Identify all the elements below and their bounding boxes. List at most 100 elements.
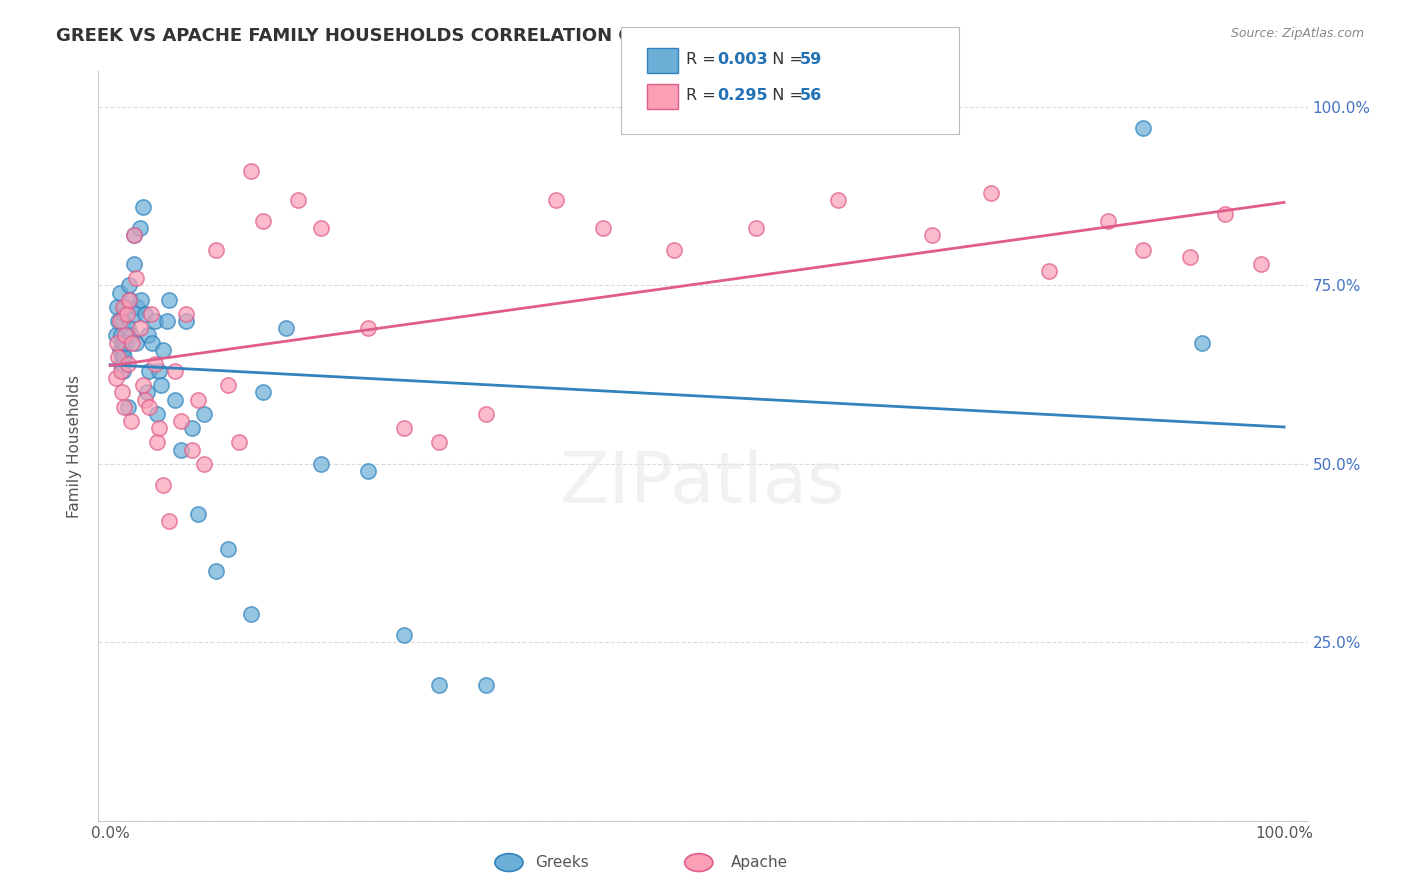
Point — [107, 314, 129, 328]
Point — [745, 221, 768, 235]
Point — [120, 328, 142, 343]
Point — [110, 364, 132, 378]
Point — [120, 414, 142, 428]
Point — [217, 378, 239, 392]
Point — [105, 328, 128, 343]
Point — [392, 421, 415, 435]
Point — [157, 514, 180, 528]
Point — [108, 314, 131, 328]
Point — [187, 392, 209, 407]
Point — [169, 414, 191, 428]
Point — [193, 457, 215, 471]
Point — [921, 228, 943, 243]
Point — [134, 392, 156, 407]
Point — [143, 314, 166, 328]
Point — [163, 392, 186, 407]
Point — [129, 293, 152, 307]
Point — [135, 385, 157, 400]
Point — [149, 378, 172, 392]
Point — [148, 421, 170, 435]
Point — [120, 293, 142, 307]
Point — [311, 221, 333, 235]
Point — [827, 193, 849, 207]
Text: N =: N = — [762, 88, 808, 103]
Point — [114, 300, 136, 314]
Point — [427, 435, 450, 450]
Point — [427, 678, 450, 692]
Point — [118, 293, 141, 307]
Text: Apache: Apache — [731, 855, 787, 870]
Point — [114, 328, 136, 343]
Point — [105, 371, 128, 385]
Point — [1180, 250, 1202, 264]
Text: ZIPatlas: ZIPatlas — [560, 449, 846, 518]
Point — [357, 464, 380, 478]
Point — [240, 607, 263, 621]
Point — [128, 321, 150, 335]
Point — [111, 335, 134, 350]
Point — [1038, 264, 1060, 278]
Point — [181, 442, 204, 457]
Point — [125, 335, 148, 350]
Point — [108, 343, 131, 357]
Point — [138, 364, 160, 378]
Point — [148, 364, 170, 378]
Point — [146, 435, 169, 450]
Point — [157, 293, 180, 307]
Point — [276, 321, 298, 335]
Point — [1191, 335, 1213, 350]
Point — [112, 307, 135, 321]
Point — [115, 307, 138, 321]
Point — [111, 385, 134, 400]
Text: GREEK VS APACHE FAMILY HOUSEHOLDS CORRELATION CHART: GREEK VS APACHE FAMILY HOUSEHOLDS CORREL… — [56, 27, 686, 45]
Point — [546, 193, 568, 207]
Point — [204, 243, 226, 257]
Point — [136, 328, 159, 343]
Point — [110, 328, 132, 343]
Point — [240, 164, 263, 178]
Text: Source: ZipAtlas.com: Source: ZipAtlas.com — [1230, 27, 1364, 40]
Point — [181, 421, 204, 435]
Point — [252, 214, 274, 228]
Point — [152, 478, 174, 492]
Point — [118, 278, 141, 293]
Point — [105, 335, 128, 350]
Text: R =: R = — [686, 88, 721, 103]
Point — [228, 435, 250, 450]
Point — [111, 350, 134, 364]
Point — [122, 257, 145, 271]
Point — [112, 350, 135, 364]
Point — [163, 364, 186, 378]
Point — [176, 307, 198, 321]
Point — [105, 300, 128, 314]
Point — [146, 407, 169, 421]
Point — [1250, 257, 1272, 271]
Point — [980, 186, 1002, 200]
Point — [127, 300, 149, 314]
Point — [1132, 243, 1154, 257]
Text: R =: R = — [686, 53, 721, 67]
Point — [176, 314, 198, 328]
Point — [112, 400, 135, 414]
Point — [112, 300, 135, 314]
Point — [287, 193, 309, 207]
Point — [125, 271, 148, 285]
Point — [112, 314, 135, 328]
Point — [169, 442, 191, 457]
Point — [1215, 207, 1237, 221]
Point — [155, 314, 177, 328]
Point — [117, 321, 139, 335]
Point — [138, 400, 160, 414]
Point — [475, 407, 498, 421]
Y-axis label: Family Households: Family Households — [67, 375, 83, 517]
Point — [117, 400, 139, 414]
Point — [134, 307, 156, 321]
Point — [122, 228, 145, 243]
Point — [592, 221, 614, 235]
Point — [311, 457, 333, 471]
Point — [1132, 121, 1154, 136]
Point — [108, 285, 131, 300]
Point — [128, 221, 150, 235]
Point — [132, 200, 155, 214]
Point — [152, 343, 174, 357]
